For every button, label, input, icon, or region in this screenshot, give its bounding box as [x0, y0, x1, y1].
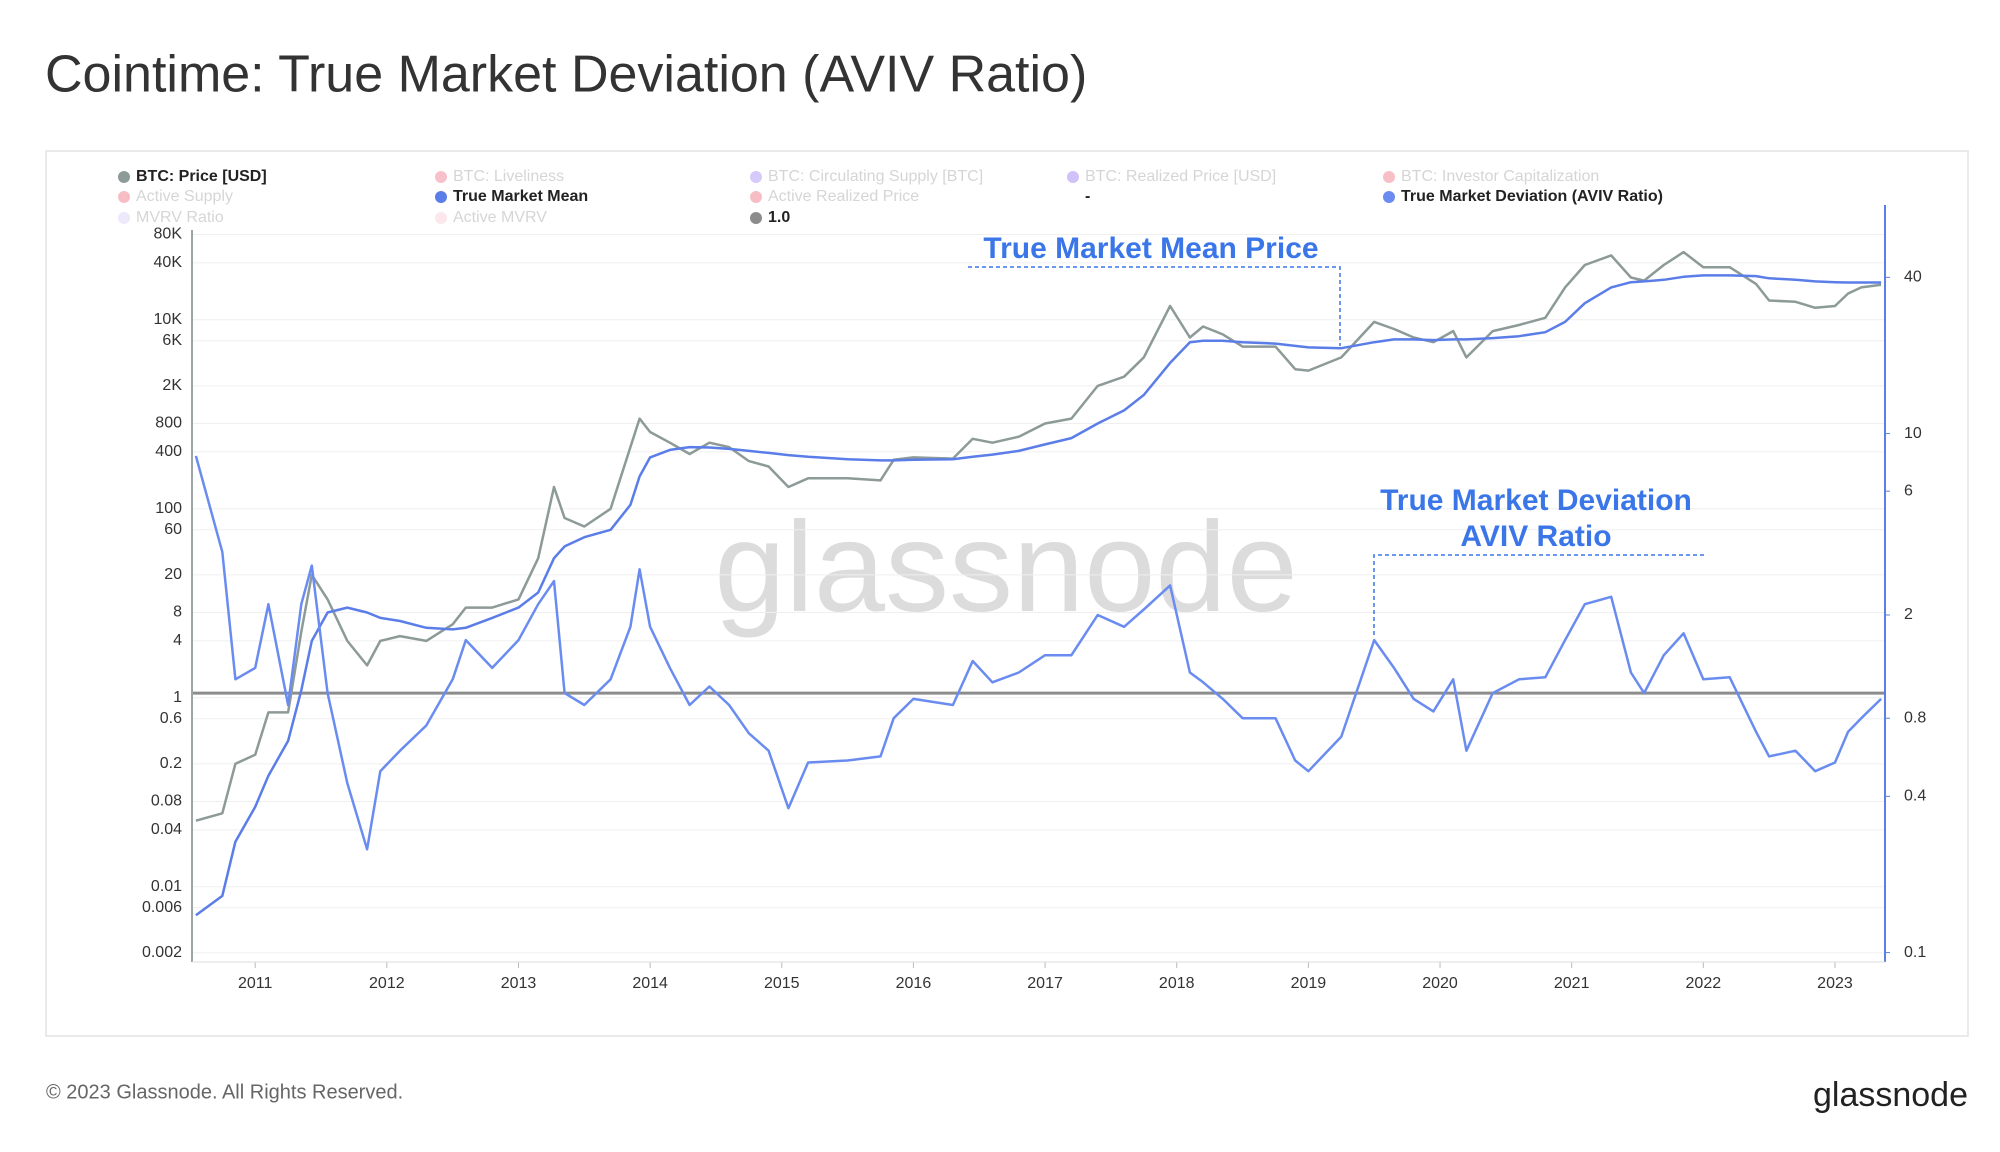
y-tick-label: 100 [155, 500, 182, 517]
series-line [195, 250, 1882, 822]
legend-item: Active MVRV [435, 209, 547, 226]
legend-label: BTC: Liveliness [453, 168, 564, 185]
legend-item: Active Supply [118, 188, 233, 205]
annotation-bracket [968, 266, 1341, 346]
y2-tick-label: 40 [1904, 269, 1922, 286]
x-tick-label: 2015 [764, 975, 800, 992]
y-tick-label: 60 [164, 521, 182, 538]
legend-label: Active Realized Price [768, 188, 919, 205]
y-tick-label: 0.04 [151, 821, 182, 838]
legend-item: BTC: Realized Price [USD] [1067, 168, 1276, 185]
x-tick-label: 2014 [632, 975, 668, 992]
y-tick-label: 0.01 [151, 878, 182, 895]
legend-item: BTC: Investor Capitalization [1383, 168, 1599, 185]
y-tick-label: 8 [173, 604, 182, 621]
grid [192, 233, 1885, 954]
x-tick-label: 2017 [1027, 975, 1063, 992]
legend-swatch [750, 171, 762, 183]
legend: BTC: Price [USD] BTC: Liveliness BTC: Circ… [118, 168, 1663, 226]
y-tick-label: 1 [173, 689, 182, 706]
plot [192, 250, 1885, 917]
x-tick-label: 2013 [501, 975, 537, 992]
x-tick-label: 2011 [238, 975, 273, 992]
legend-item: BTC: Circulating Supply [BTC] [750, 168, 983, 185]
legend-label: BTC: Realized Price [USD] [1085, 168, 1276, 185]
legend-item: MVRV Ratio [118, 209, 224, 226]
legend-swatch [435, 171, 447, 183]
legend-label: True Market Deviation (AVIV Ratio) [1401, 188, 1663, 205]
y2-tick-label: 0.8 [1904, 709, 1926, 726]
y-tick-label: 0.006 [142, 899, 182, 916]
legend-item: BTC: Liveliness [435, 168, 564, 185]
copyright: © 2023 Glassnode. All Rights Reserved. [46, 1081, 403, 1103]
legend-item: - [1085, 188, 1090, 205]
legend-item: 1.0 [750, 209, 790, 226]
chart-panel [45, 150, 1969, 1037]
watermark: glassnode [714, 496, 1298, 639]
x-tick-label: 2021 [1554, 975, 1590, 992]
y-tick-label: 6K [162, 332, 182, 349]
legend-swatch [1383, 171, 1395, 183]
legend-item: True Market Mean [435, 188, 588, 205]
y2-tick-label: 6 [1904, 482, 1913, 499]
legend-label: BTC: Investor Capitalization [1401, 168, 1599, 185]
x-tick-label: 2019 [1291, 975, 1327, 992]
legend-label: True Market Mean [453, 188, 588, 205]
legend-item: True Market Deviation (AVIV Ratio) [1383, 188, 1663, 205]
y2-tick-label: 2 [1904, 606, 1913, 623]
series-line [195, 274, 1882, 917]
legend-swatch [118, 212, 130, 224]
logo: glassnode [1813, 1076, 1968, 1114]
y-tick-label: 800 [155, 415, 182, 432]
legend-swatch [118, 191, 130, 203]
legend-item: Active Realized Price [750, 188, 919, 205]
x-tick-label: 2016 [896, 975, 932, 992]
x-tick-label: 2020 [1422, 975, 1458, 992]
annotation-bracket [1373, 554, 1705, 635]
legend-label: MVRV Ratio [136, 209, 224, 226]
annotation: AVIV Ratio [1460, 520, 1611, 553]
y-tick-label: 0.08 [151, 793, 182, 810]
legend-label: BTC: Price [USD] [136, 168, 267, 185]
y-tick-label: 0.6 [160, 710, 182, 727]
annotations: True Market Mean Price True Market Devia… [968, 232, 1705, 635]
legend-label: - [1085, 188, 1090, 205]
y-tick-label: 10K [154, 311, 183, 328]
axes: 0.002 0.006 0.01 0.04 0.08 0.2 0.6 1 4 8 20 60 100 40… [142, 205, 1926, 992]
y-tick-label: 20 [164, 566, 182, 583]
legend-swatch [435, 212, 447, 224]
y-tick-label: 0.002 [142, 944, 182, 961]
legend-swatch [1067, 171, 1079, 183]
legend-label: Active Supply [136, 188, 233, 205]
y-tick-label: 0.2 [160, 755, 182, 772]
legend-swatch [750, 212, 762, 224]
y-tick-label: 2K [162, 377, 182, 394]
y-tick-label: 40K [154, 254, 183, 271]
legend-label: 1.0 [768, 209, 790, 226]
y2-tick-label: 10 [1904, 425, 1922, 442]
x-tick-label: 2012 [369, 975, 405, 992]
y-tick-label: 80K [154, 226, 183, 243]
x-tick-label: 2023 [1817, 975, 1853, 992]
legend-swatch [750, 191, 762, 203]
annotation: True Market Mean Price [983, 232, 1318, 265]
legend-label: BTC: Circulating Supply [BTC] [768, 168, 983, 185]
x-tick-label: 2022 [1686, 975, 1722, 992]
series-line [194, 455, 1882, 851]
legend-label: Active MVRV [453, 209, 547, 226]
y2-tick-label: 0.4 [1904, 788, 1926, 805]
y-tick-label: 400 [155, 443, 182, 460]
y2-tick-label: 0.1 [1904, 944, 1926, 961]
y-tick-label: 4 [173, 632, 182, 649]
annotation: True Market Deviation [1380, 484, 1692, 517]
legend-swatch [435, 191, 447, 203]
x-tick-label: 2018 [1159, 975, 1195, 992]
legend-item: BTC: Price [USD] [118, 168, 267, 185]
chart-title: Cointime: True Market Deviation (AVIV Ra… [45, 46, 1087, 104]
legend-swatch [1383, 191, 1395, 203]
legend-swatch [118, 171, 130, 183]
